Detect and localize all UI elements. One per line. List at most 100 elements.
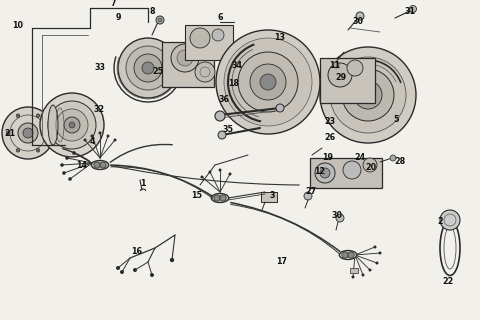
- Text: 6: 6: [217, 13, 222, 22]
- Circle shape: [68, 177, 72, 181]
- Circle shape: [439, 210, 459, 230]
- Circle shape: [72, 151, 76, 155]
- Circle shape: [336, 214, 343, 222]
- Circle shape: [378, 252, 381, 254]
- Text: 35: 35: [222, 125, 233, 134]
- Text: 25: 25: [152, 68, 163, 76]
- Text: 34: 34: [231, 60, 242, 69]
- Text: 9: 9: [115, 13, 120, 22]
- Circle shape: [353, 81, 381, 109]
- Text: 24: 24: [354, 154, 365, 163]
- Circle shape: [62, 171, 66, 175]
- Text: 10: 10: [12, 20, 24, 29]
- Text: 20: 20: [365, 164, 376, 172]
- Circle shape: [200, 175, 203, 179]
- Circle shape: [375, 261, 378, 265]
- Circle shape: [16, 114, 20, 117]
- Circle shape: [212, 29, 224, 41]
- Text: 4: 4: [89, 138, 95, 147]
- Circle shape: [217, 131, 226, 139]
- Text: 1: 1: [140, 179, 145, 188]
- Circle shape: [214, 195, 220, 201]
- Circle shape: [218, 169, 221, 172]
- Circle shape: [60, 163, 64, 167]
- Bar: [261, 192, 276, 202]
- Circle shape: [355, 12, 363, 20]
- Text: 14: 14: [76, 161, 87, 170]
- Circle shape: [56, 109, 88, 141]
- Circle shape: [171, 44, 199, 72]
- Bar: [349, 268, 357, 273]
- Text: 8: 8: [149, 7, 155, 17]
- Circle shape: [65, 156, 69, 160]
- Text: 23: 23: [324, 117, 335, 126]
- Circle shape: [18, 123, 38, 143]
- Text: 12: 12: [314, 167, 325, 177]
- Bar: [319, 58, 374, 103]
- Circle shape: [118, 38, 178, 98]
- Circle shape: [347, 252, 353, 258]
- Text: 15: 15: [191, 191, 202, 201]
- Circle shape: [48, 101, 96, 149]
- Text: 16: 16: [131, 247, 142, 257]
- Ellipse shape: [211, 194, 228, 203]
- Bar: [185, 25, 232, 60]
- Circle shape: [190, 28, 210, 48]
- Circle shape: [69, 122, 75, 128]
- Ellipse shape: [48, 105, 58, 145]
- Circle shape: [194, 62, 215, 82]
- Circle shape: [120, 270, 124, 274]
- Ellipse shape: [91, 160, 108, 170]
- Circle shape: [362, 158, 376, 172]
- Text: 32: 32: [93, 106, 104, 115]
- Circle shape: [126, 46, 169, 90]
- Text: 22: 22: [442, 277, 453, 286]
- Ellipse shape: [338, 251, 356, 260]
- Bar: [162, 42, 214, 87]
- Circle shape: [329, 57, 405, 133]
- Circle shape: [224, 38, 312, 126]
- Circle shape: [177, 50, 192, 66]
- Circle shape: [228, 172, 231, 175]
- Circle shape: [169, 258, 174, 262]
- Circle shape: [23, 128, 33, 138]
- Circle shape: [157, 18, 162, 22]
- Circle shape: [6, 131, 10, 135]
- Circle shape: [303, 192, 312, 200]
- Circle shape: [319, 168, 329, 178]
- Circle shape: [208, 171, 211, 173]
- Text: 13: 13: [274, 34, 285, 43]
- Circle shape: [36, 114, 40, 117]
- Circle shape: [133, 268, 137, 272]
- Text: 11: 11: [329, 60, 340, 69]
- Text: 36: 36: [218, 95, 229, 105]
- Circle shape: [260, 74, 276, 90]
- Circle shape: [156, 16, 164, 24]
- Text: 19: 19: [322, 153, 333, 162]
- Circle shape: [346, 60, 362, 76]
- Circle shape: [250, 64, 286, 100]
- Circle shape: [46, 131, 50, 135]
- Circle shape: [64, 117, 80, 133]
- Circle shape: [408, 5, 416, 12]
- Bar: [309, 158, 381, 188]
- Text: 33: 33: [94, 63, 105, 73]
- Circle shape: [98, 132, 101, 134]
- Circle shape: [116, 266, 120, 270]
- Circle shape: [351, 276, 354, 278]
- Circle shape: [216, 30, 319, 134]
- Circle shape: [327, 63, 351, 87]
- Text: 26: 26: [324, 132, 335, 141]
- Text: 2: 2: [436, 218, 442, 227]
- Circle shape: [100, 162, 106, 168]
- Circle shape: [215, 111, 225, 121]
- Circle shape: [150, 273, 154, 277]
- Circle shape: [134, 54, 162, 82]
- Circle shape: [84, 139, 86, 141]
- Circle shape: [2, 107, 54, 159]
- Circle shape: [332, 62, 338, 68]
- Circle shape: [94, 162, 100, 168]
- Circle shape: [361, 89, 373, 101]
- Circle shape: [106, 134, 109, 138]
- Circle shape: [314, 163, 334, 183]
